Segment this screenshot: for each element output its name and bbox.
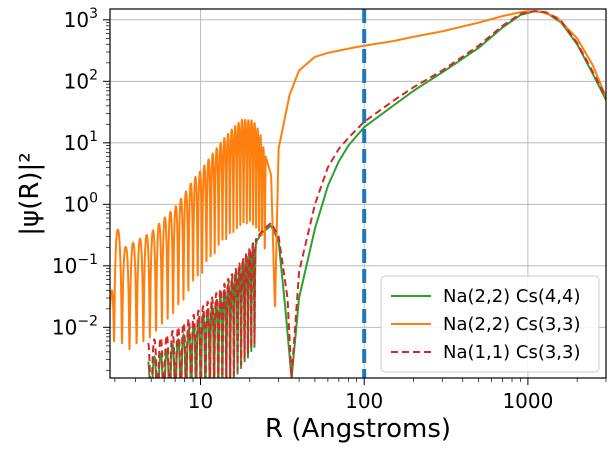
x-axis-label: R (Angstroms): [265, 414, 451, 444]
y-tick-label: 10−1: [52, 252, 98, 278]
y-tick-exponent: 1: [89, 129, 98, 145]
legend-label: Na(2,2) Cs(4,4): [443, 286, 581, 307]
legend: Na(2,2) Cs(4,4) Na(2,2) Cs(3,3) Na(1,1) Cs…: [380, 275, 600, 373]
series-line: [147, 10, 606, 378]
series-layer: [110, 10, 606, 378]
y-tick-base: 10: [64, 192, 89, 216]
y-tick-exponent: 3: [89, 6, 98, 22]
y-tick-base: 10: [52, 315, 77, 339]
y-tick-label: 100: [64, 190, 98, 216]
legend-box: [380, 275, 600, 373]
x-ticks: 10 100 1000: [114, 378, 607, 413]
x-tick-label: 10: [188, 389, 213, 413]
y-tick-label: 103: [64, 6, 98, 32]
plot-frame: [109, 8, 607, 379]
legend-label: Na(1,1) Cs(3,3): [443, 342, 581, 363]
y-tick-exponent: −1: [77, 252, 98, 268]
y-tick-base: 10: [64, 8, 89, 32]
y-tick-label: 10−2: [52, 313, 98, 339]
x-tick-label: 1000: [502, 389, 553, 413]
y-tick-exponent: 0: [89, 190, 98, 206]
y-tick-exponent: −2: [77, 313, 98, 329]
series-line: [110, 10, 606, 351]
y-axis-label: |ψ(R)|²: [15, 152, 45, 235]
y-tick-exponent: 2: [89, 67, 98, 83]
legend-label: Na(2,2) Cs(3,3): [443, 314, 581, 335]
y-tick-base: 10: [64, 69, 89, 93]
y-tick-base: 10: [52, 254, 77, 278]
y-tick-label: 102: [64, 67, 98, 93]
y-tick-label: 101: [64, 129, 98, 155]
y-tick-base: 10: [64, 131, 89, 155]
x-tick-label: 100: [345, 389, 383, 413]
